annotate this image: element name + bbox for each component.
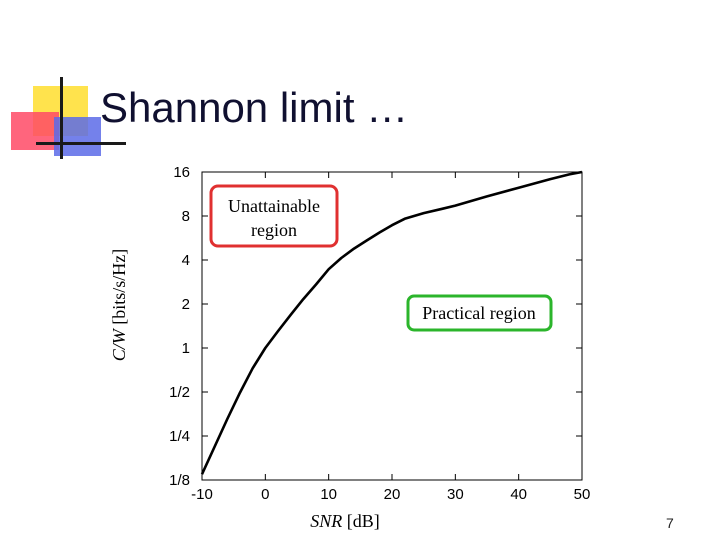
decor-horizontal-line: [36, 142, 126, 145]
y-tick-label: 1: [182, 340, 190, 357]
tick-group: -10 0 10 20 30 40 50 1/8 1/4 1/2 1 2 4 8 16: [169, 164, 590, 503]
unattainable-label-line1: Unattainable: [228, 196, 320, 216]
unattainable-label-line2: region: [251, 220, 297, 240]
x-tick-label: 50: [574, 486, 591, 503]
x-tick-label: 20: [384, 486, 401, 503]
y-axis-label: C/W [bits/s/Hz]: [109, 249, 129, 362]
x-tick-label: -10: [191, 486, 213, 503]
y-tick-label: 1/2: [169, 384, 190, 401]
x-axis-label: SNR [dB]: [310, 511, 380, 531]
x-tick-label: 10: [320, 486, 337, 503]
x-tick-label: 30: [447, 486, 464, 503]
practical-label: Practical region: [422, 303, 535, 323]
y-tick-label: 2: [182, 296, 190, 313]
y-tick-label: 1/8: [169, 472, 190, 489]
y-tick-label: 1/4: [169, 428, 190, 445]
slide-title: Shannon limit …: [100, 84, 409, 131]
x-tick-label: 0: [261, 486, 269, 503]
x-tick-label: 40: [510, 486, 527, 503]
capacity-curve: [200, 170, 583, 475]
y-tick-label: 4: [182, 252, 190, 269]
y-tick-label: 8: [182, 208, 190, 225]
unattainable-region-box: [209, 184, 339, 248]
decor-vertical-line: [60, 77, 63, 159]
page-number: 7: [666, 515, 674, 531]
y-tick-label: 16: [173, 164, 190, 181]
practical-region-box: [406, 294, 553, 332]
